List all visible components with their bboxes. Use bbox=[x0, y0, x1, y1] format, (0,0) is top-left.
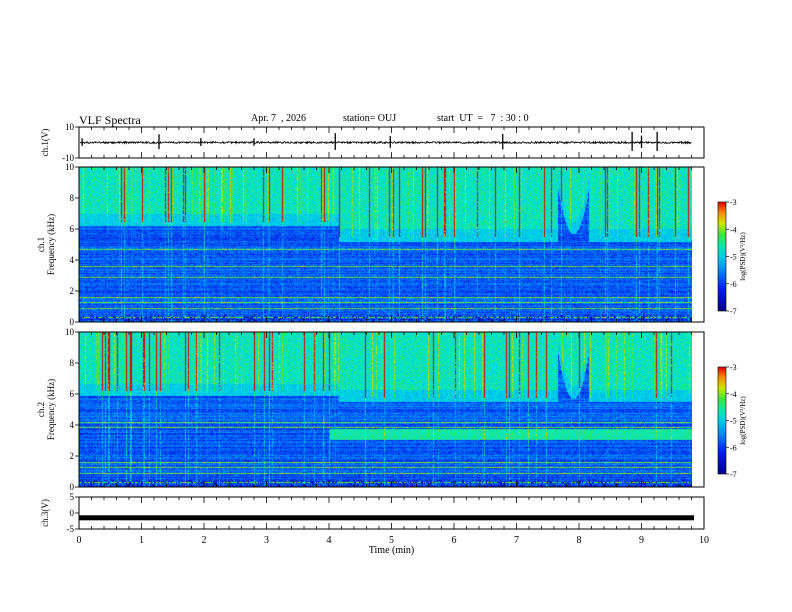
y-tick-label: 10 bbox=[65, 327, 75, 337]
x-tick-label: 7 bbox=[514, 535, 519, 546]
x-tick-label: 6 bbox=[452, 535, 457, 546]
x-tick-label: 3 bbox=[264, 535, 269, 546]
ch3-waveform-xlabel: Time (min) bbox=[369, 545, 414, 556]
panel-ch2-spectrogram: 0 2 4 6 8 10 ch.2 Frequency (kHz) -3 -4 -5 -6 -7 log(… bbox=[36, 327, 747, 492]
x-tick-label: 5 bbox=[389, 535, 394, 546]
ch1-waveform-ylabel: ch.1(V) bbox=[40, 129, 50, 157]
y-tick-label: 10 bbox=[65, 162, 75, 172]
y-tick-label: 2 bbox=[70, 451, 75, 461]
y-tick-label: 5 bbox=[70, 492, 75, 502]
ch2-spectrogram-ylabel: Frequency (kHz) bbox=[46, 379, 56, 440]
date-label: Apr. 7 , 2026 bbox=[251, 113, 306, 124]
y-tick-label: 0 bbox=[70, 317, 75, 327]
ch1-waveform-trace bbox=[79, 140, 692, 145]
y-tick-label: 6 bbox=[70, 389, 75, 399]
figure-title: VLF Spectra bbox=[79, 113, 141, 127]
y-tick-label: -5 bbox=[67, 524, 75, 534]
ch2-spectrogram-channel: ch.2 bbox=[36, 402, 46, 417]
y-tick-label: -10 bbox=[62, 153, 74, 163]
x-tick-label: 4 bbox=[327, 535, 332, 546]
y-tick-label: 8 bbox=[70, 358, 75, 368]
colorbar-tick-label: -5 bbox=[730, 253, 737, 262]
ch1-spectrogram-colorbar-label: log(PSD)(V²/Hz) bbox=[739, 232, 747, 281]
colorbar-tick-label: -7 bbox=[730, 470, 737, 479]
y-tick-label: 10 bbox=[65, 122, 75, 132]
ch2-spectrogram-raster bbox=[79, 332, 692, 487]
start-time-label: start UT = 7 : 30 : 0 bbox=[437, 113, 529, 124]
colorbar-tick-label: -6 bbox=[730, 280, 737, 289]
y-tick-label: 4 bbox=[70, 255, 75, 265]
y-tick-label: 0 bbox=[70, 508, 75, 518]
ch2-spectrogram-colorbar-label: log(PSD)(V²/Hz) bbox=[739, 396, 747, 445]
colorbar-tick-label: -3 bbox=[730, 363, 737, 372]
x-tick-label: 8 bbox=[577, 535, 582, 546]
ch1-spectrogram-channel: ch.1 bbox=[36, 237, 46, 252]
colorbar-tick-label: -6 bbox=[730, 443, 737, 452]
ch1-spectrogram-raster bbox=[79, 167, 692, 322]
ch3-waveform-ylabel: ch.3(V) bbox=[40, 499, 50, 527]
panel-ch1-spectrogram: 0 2 4 6 8 10 ch.1 Frequency (kHz) -3 -4 -5 -6 -7 log(… bbox=[36, 162, 747, 327]
y-tick-label: 2 bbox=[70, 286, 75, 296]
station-label: station= OUJ bbox=[343, 113, 397, 124]
x-tick-label: 0 bbox=[77, 535, 82, 546]
colorbar-tick-label: -4 bbox=[730, 390, 737, 399]
ch3-waveform-trace bbox=[79, 515, 694, 521]
y-tick-label: 4 bbox=[70, 420, 75, 430]
ch2-spectrogram-colorbar bbox=[717, 366, 727, 475]
y-tick-label: 6 bbox=[70, 224, 75, 234]
x-tick-label: 9 bbox=[639, 535, 644, 546]
colorbar-tick-label: -5 bbox=[730, 417, 737, 426]
colorbar-tick-label: -4 bbox=[730, 225, 737, 234]
panel-ch1-waveform: 10 -10 ch.1(V) bbox=[40, 122, 705, 163]
ch1-spectrogram-ylabel: Frequency (kHz) bbox=[46, 214, 56, 275]
y-tick-label: 8 bbox=[70, 193, 75, 203]
x-tick-label: 2 bbox=[202, 535, 207, 546]
y-tick-label: 0 bbox=[70, 482, 75, 492]
ch1-spectrogram-colorbar bbox=[717, 201, 727, 312]
x-tick-label: 1 bbox=[139, 535, 144, 546]
x-tick-label: 10 bbox=[699, 535, 709, 546]
colorbar-tick-label: -3 bbox=[730, 198, 737, 207]
colorbar-tick-label: -7 bbox=[730, 307, 737, 316]
